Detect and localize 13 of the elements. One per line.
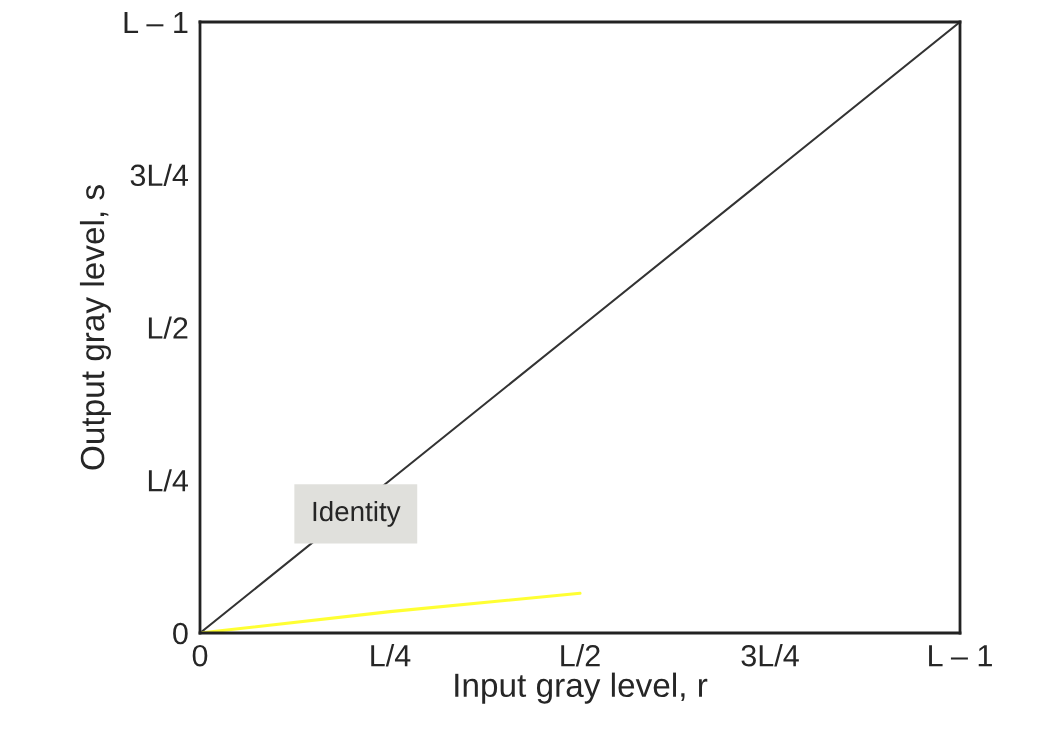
- x-tick-label: L/4: [371, 644, 411, 667]
- text: L/4: [148, 469, 188, 492]
- x-tick-label: L/2: [561, 644, 600, 667]
- text: L/2: [148, 316, 188, 339]
- text: 0: [173, 622, 188, 645]
- annotation: Identity: [313, 500, 401, 527]
- x-tick-label: L – 1: [929, 645, 992, 667]
- x-tick-label: 0: [192, 644, 208, 667]
- y-axis-title: Output gray level, s: [79, 185, 111, 470]
- text: 3L/4: [130, 163, 188, 187]
- text: L – 1: [124, 12, 188, 34]
- x-axis-title: Input gray level, r: [455, 672, 708, 704]
- x-tick-label: 3L/4: [741, 644, 799, 667]
